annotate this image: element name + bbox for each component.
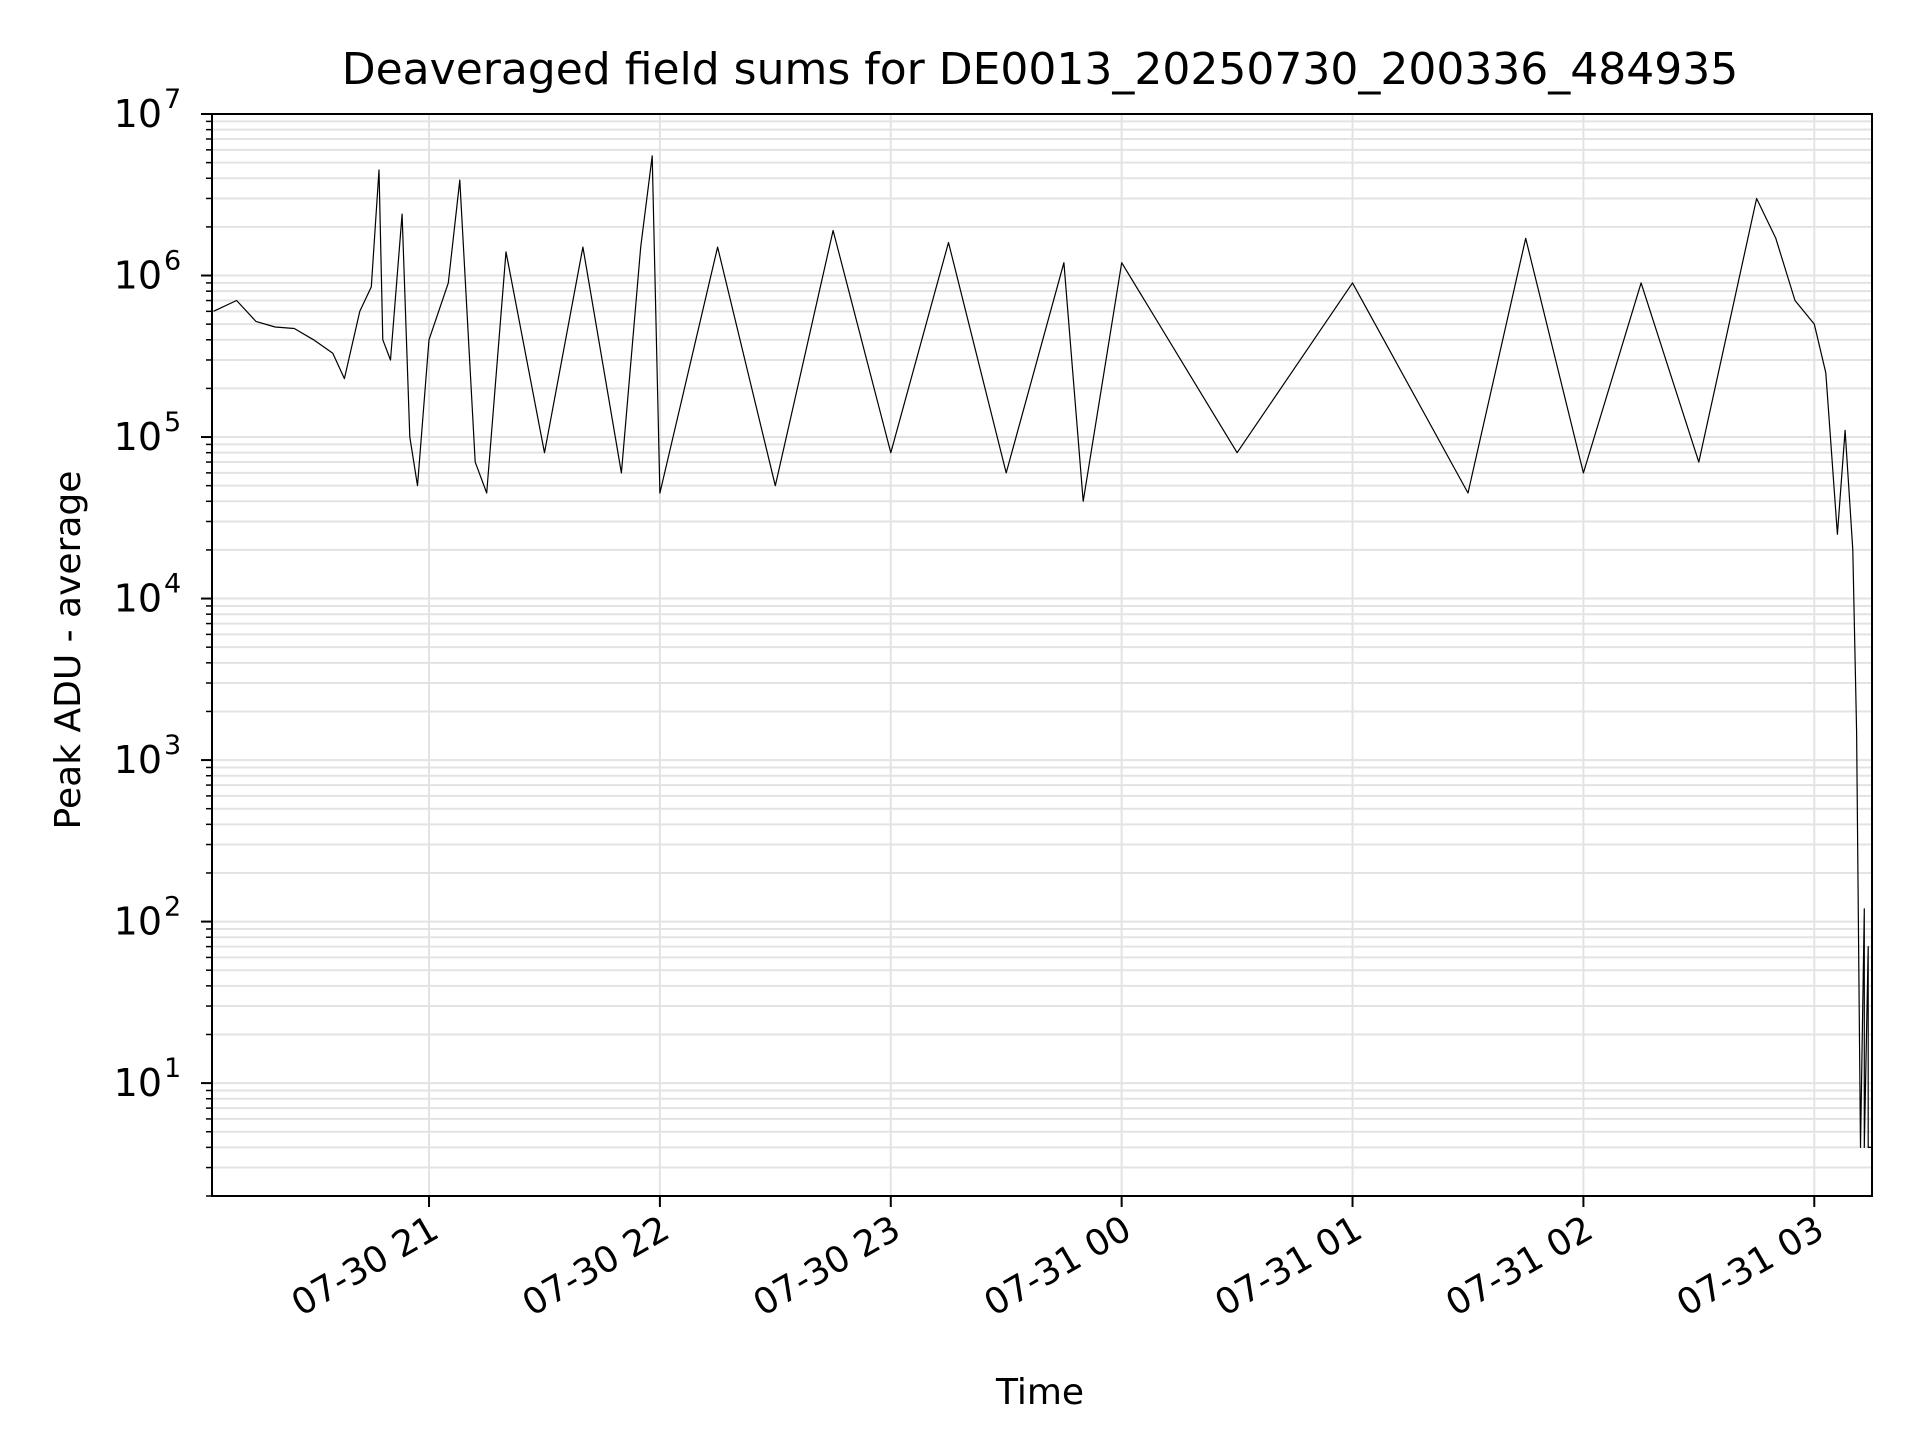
chart-title: Deaveraged field sums for DE0013_2025073… (342, 44, 1739, 95)
y-tick-label: 10 (114, 738, 162, 782)
grid (212, 113, 1872, 1197)
y-tick-label: 10 (114, 900, 162, 944)
data-series-line (213, 155, 1872, 1148)
y-tick-label: 10 (114, 92, 162, 136)
y-tick-label-exponent: 2 (164, 892, 181, 923)
y-tick-label-exponent: 6 (164, 246, 181, 277)
x-axis-label: Time (995, 1372, 1084, 1413)
y-tick-label-exponent: 7 (164, 84, 181, 115)
y-tick-label: 10 (114, 415, 162, 459)
y-tick-label: 10 (114, 254, 162, 298)
y-tick-label: 10 (114, 577, 162, 621)
y-tick-label-exponent: 5 (164, 407, 181, 438)
y-axis-label: Peak ADU - average (48, 471, 89, 830)
y-tick-label: 10 (114, 1061, 162, 1105)
y-tick-label-exponent: 3 (164, 730, 181, 761)
y-tick-label-exponent: 1 (164, 1053, 181, 1084)
y-tick-label-exponent: 4 (164, 569, 181, 600)
plot-area-frame (211, 113, 1873, 1197)
